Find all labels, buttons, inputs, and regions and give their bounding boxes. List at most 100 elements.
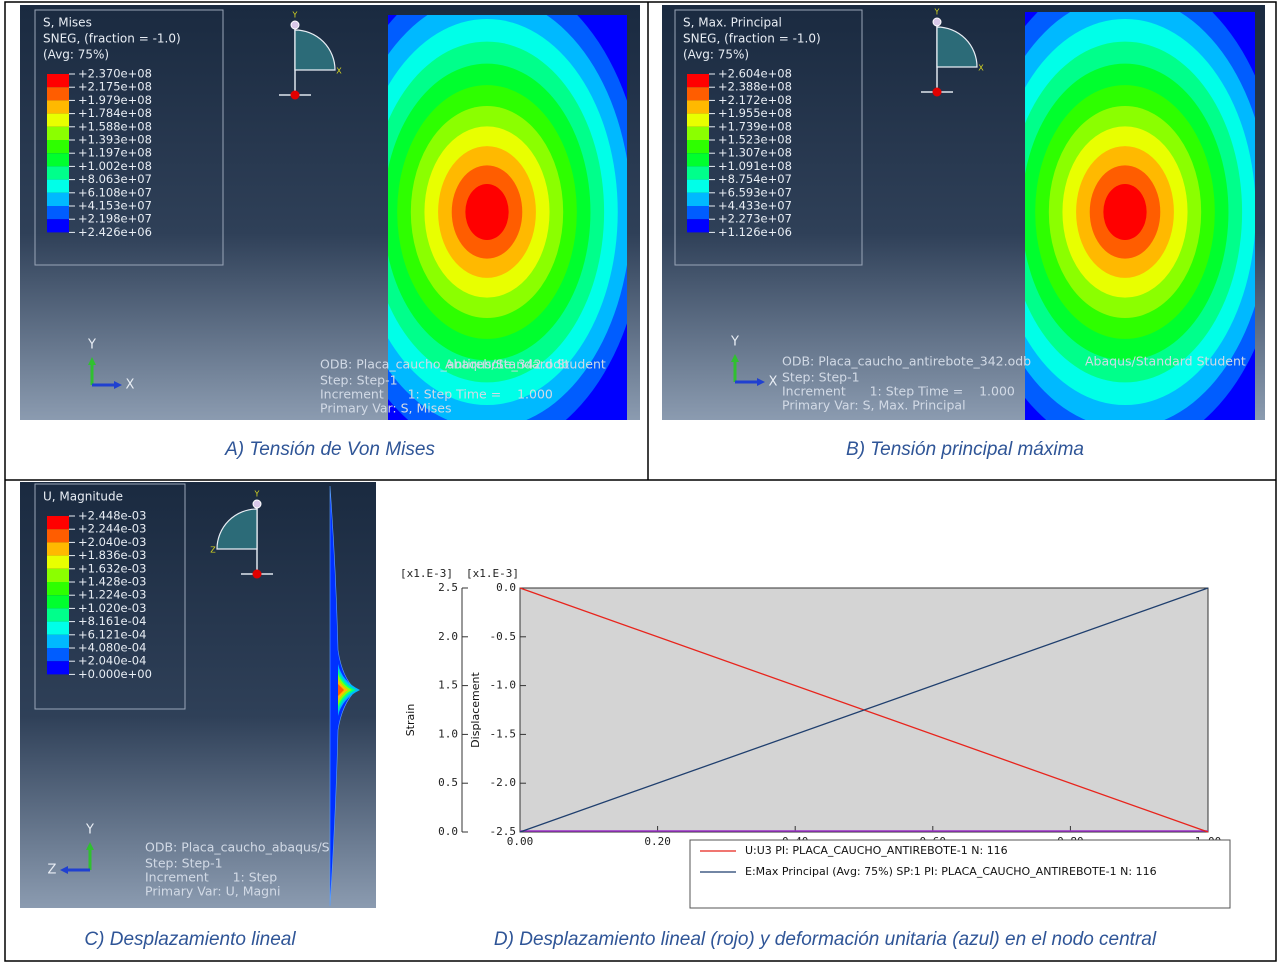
product-text: Abaqus/Standard Student (445, 357, 606, 372)
legend-label: +1.020e-03 (78, 601, 146, 615)
legend-swatch (687, 100, 709, 113)
triad-node (253, 500, 261, 508)
legend-label: +1.428e-03 (78, 575, 146, 589)
legend-label: +1.784e+08 (78, 106, 152, 120)
info-text: Step: Step-1 (145, 856, 223, 871)
triad-label: X (336, 67, 342, 76)
legend-swatch (47, 648, 69, 661)
legend-label: +2.040e-04 (78, 654, 146, 668)
info-text: Increment 1: Step Time = 1.000 (782, 384, 1015, 399)
triad-label: Y (292, 11, 298, 20)
y-tick-label: 0.0 (438, 825, 458, 838)
triad-label: X (978, 64, 984, 73)
y-tick-label: 2.5 (438, 581, 458, 594)
legend-swatch (47, 180, 69, 193)
legend-swatch (47, 595, 69, 608)
contour-band (1103, 184, 1146, 240)
legend-swatch (47, 622, 69, 635)
legend-title: (Avg: 75%) (683, 48, 749, 62)
y2-tick-label: -2.0 (490, 776, 517, 789)
info-text: ODB: Placa_caucho_abaqus/S (145, 840, 330, 855)
caption: B) Tensión principal máxima (846, 439, 1084, 460)
figure: S, MisesSNEG, (fraction = -1.0)(Avg: 75%… (0, 0, 1281, 965)
legend-label: +1.523e+08 (718, 133, 792, 147)
legend-label: +2.604e+08 (718, 67, 792, 81)
legend-label: +2.370e+08 (78, 67, 152, 81)
y-tick-label: 1.0 (438, 727, 458, 740)
axis-label: Y (730, 335, 739, 350)
y-tick-label: 2.0 (438, 630, 458, 643)
legend-label: +8.063e+07 (78, 172, 152, 186)
legend-label: +2.244e-03 (78, 522, 146, 536)
legend-title: U, Magnitude (43, 490, 123, 504)
legend-label: +1.307e+08 (718, 146, 792, 160)
info-text: Primary Var: S, Mises (320, 401, 451, 416)
y-tick-label: 1.5 (438, 679, 458, 692)
y2-tick-label: -1.5 (490, 727, 517, 740)
caption: D) Desplazamiento lineal (rojo) y deform… (494, 929, 1157, 950)
legend-swatch (47, 153, 69, 166)
legend-label: +1.126e+06 (718, 225, 792, 239)
legend-label: +8.754e+07 (718, 172, 792, 186)
legend-title: SNEG, (fraction = -1.0) (43, 32, 181, 46)
legend-swatch (687, 87, 709, 100)
legend-swatch (687, 193, 709, 206)
legend-label: +1.955e+08 (718, 106, 792, 120)
legend-swatch (687, 219, 709, 232)
legend-label: +2.175e+08 (78, 80, 152, 94)
legend-swatch (47, 100, 69, 113)
legend-title: S, Max. Principal (683, 16, 782, 30)
legend-swatch (47, 127, 69, 140)
legend-swatch (47, 556, 69, 569)
triad-node (933, 18, 941, 26)
legend-label: +1.393e+08 (78, 133, 152, 147)
legend-label: +4.080e-04 (78, 641, 146, 655)
legend-swatch (47, 608, 69, 621)
triad-label: Y (934, 8, 940, 17)
caption: C) Desplazamiento lineal (84, 929, 296, 950)
legend-label: +6.108e+07 (78, 185, 152, 199)
axis-label: X (769, 375, 778, 390)
axis-label: X (126, 378, 135, 393)
legend-label: +2.273e+07 (718, 212, 792, 226)
legend-swatch (687, 180, 709, 193)
y2-tick-label: -2.5 (490, 825, 517, 838)
legend-swatch (47, 529, 69, 542)
legend-label: +6.593e+07 (718, 185, 792, 199)
triad-node (291, 21, 299, 29)
legend-label: +1.002e+08 (78, 159, 152, 173)
legend-label: +0.000e+00 (78, 667, 152, 681)
legend-label: +1.739e+08 (718, 119, 792, 133)
contour-band (465, 184, 508, 240)
legend-swatch (47, 206, 69, 219)
legend-swatch (687, 153, 709, 166)
legend-label: +6.121e-04 (78, 627, 146, 641)
info-text: Primary Var: S, Max. Principal (782, 398, 966, 413)
legend-title: SNEG, (fraction = -1.0) (683, 32, 821, 46)
legend-label: +1.091e+08 (718, 159, 792, 173)
triad-label: Z (210, 546, 216, 555)
legend-swatch (47, 74, 69, 87)
legend-title: (Avg: 75%) (43, 48, 109, 62)
legend-label: +2.388e+08 (718, 80, 792, 94)
legend-swatch (47, 166, 69, 179)
legend-swatch (47, 582, 69, 595)
legend-swatch (47, 635, 69, 648)
y2-tick-label: -0.5 (490, 630, 517, 643)
legend-swatch (47, 219, 69, 232)
legend-swatch (47, 542, 69, 555)
legend-label: +1.979e+08 (78, 93, 152, 107)
info-text: ODB: Placa_caucho_antirebote_342.odb (782, 354, 1031, 369)
legend-swatch (687, 127, 709, 140)
triad-label: Y (254, 490, 260, 499)
legend-entry: E:Max Principal (Avg: 75%) SP:1 PI: PLAC… (745, 865, 1157, 878)
legend-swatch (47, 569, 69, 582)
legend-swatch (687, 206, 709, 219)
legend-label: +2.040e-03 (78, 535, 146, 549)
legend-label: +2.448e-03 (78, 509, 146, 523)
legend-swatch (687, 140, 709, 153)
info-text: Step: Step-1 (782, 370, 860, 385)
legend-label: +1.836e-03 (78, 548, 146, 562)
y-scale-label: [x1.E-3] (400, 567, 453, 580)
caption: A) Tensión de Von Mises (224, 439, 435, 460)
